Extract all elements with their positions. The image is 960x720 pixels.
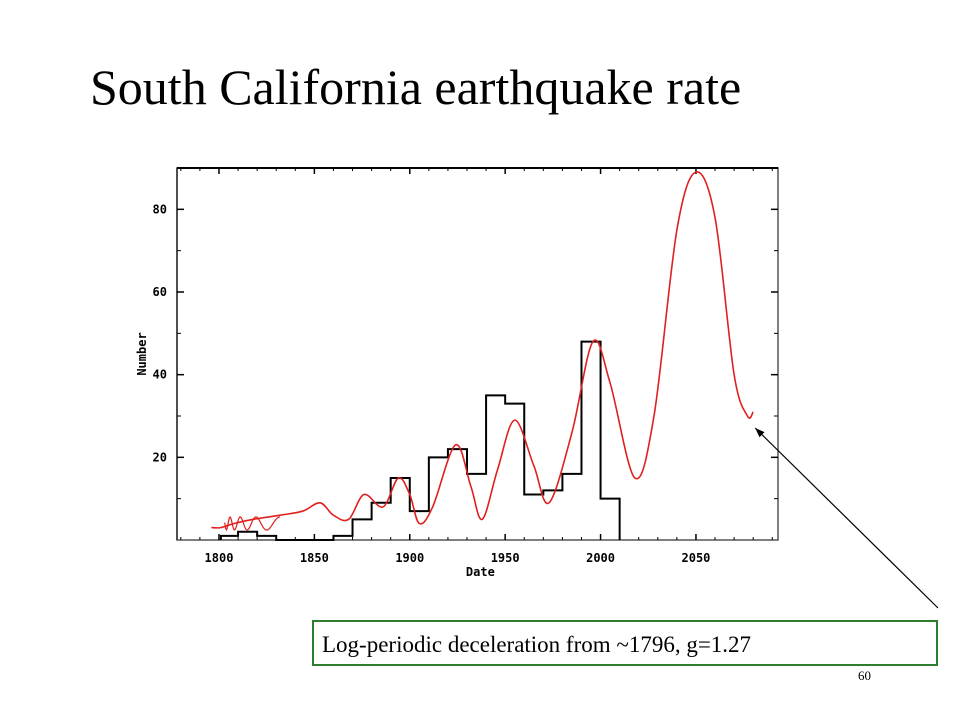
slide-title: South California earthquake rate [90, 59, 742, 115]
x-tick-label-1900: 1900 [395, 551, 424, 565]
observed-series [219, 340, 621, 541]
x-tick-label-1950: 1950 [491, 551, 520, 565]
y-tick-label-40: 40 [153, 368, 167, 382]
y-tick-label-20: 20 [153, 450, 167, 464]
x-tick-label-1800: 1800 [205, 551, 234, 565]
fit-curve-line [211, 171, 754, 529]
x-tick-label-2050: 2050 [682, 551, 711, 565]
x-tick-label-2000: 2000 [586, 551, 615, 565]
annotation-box: Log-periodic deceleration from ~1796, g=… [312, 620, 938, 666]
annotation-arrow-line [754, 427, 939, 609]
plot-border [176, 167, 779, 541]
y-tick-label-80: 80 [153, 202, 167, 216]
annotation-arrow [754, 427, 939, 609]
x-tick-label-1850: 1850 [300, 551, 329, 565]
page-number: 60 [858, 668, 871, 683]
observed-step-line [219, 340, 621, 541]
fit-curve-early-oscillation [224, 516, 281, 532]
y-axis-title: Number [135, 332, 149, 375]
plot-frame [176, 167, 779, 541]
axis-labels: Date Number [135, 332, 495, 579]
x-axis-title: Date [466, 565, 495, 579]
fit-series [211, 171, 754, 532]
y-tick-label-60: 60 [153, 285, 167, 299]
axis-ticks: 1800 1850 1900 1950 2000 2050 20 40 60 80 [153, 167, 778, 565]
